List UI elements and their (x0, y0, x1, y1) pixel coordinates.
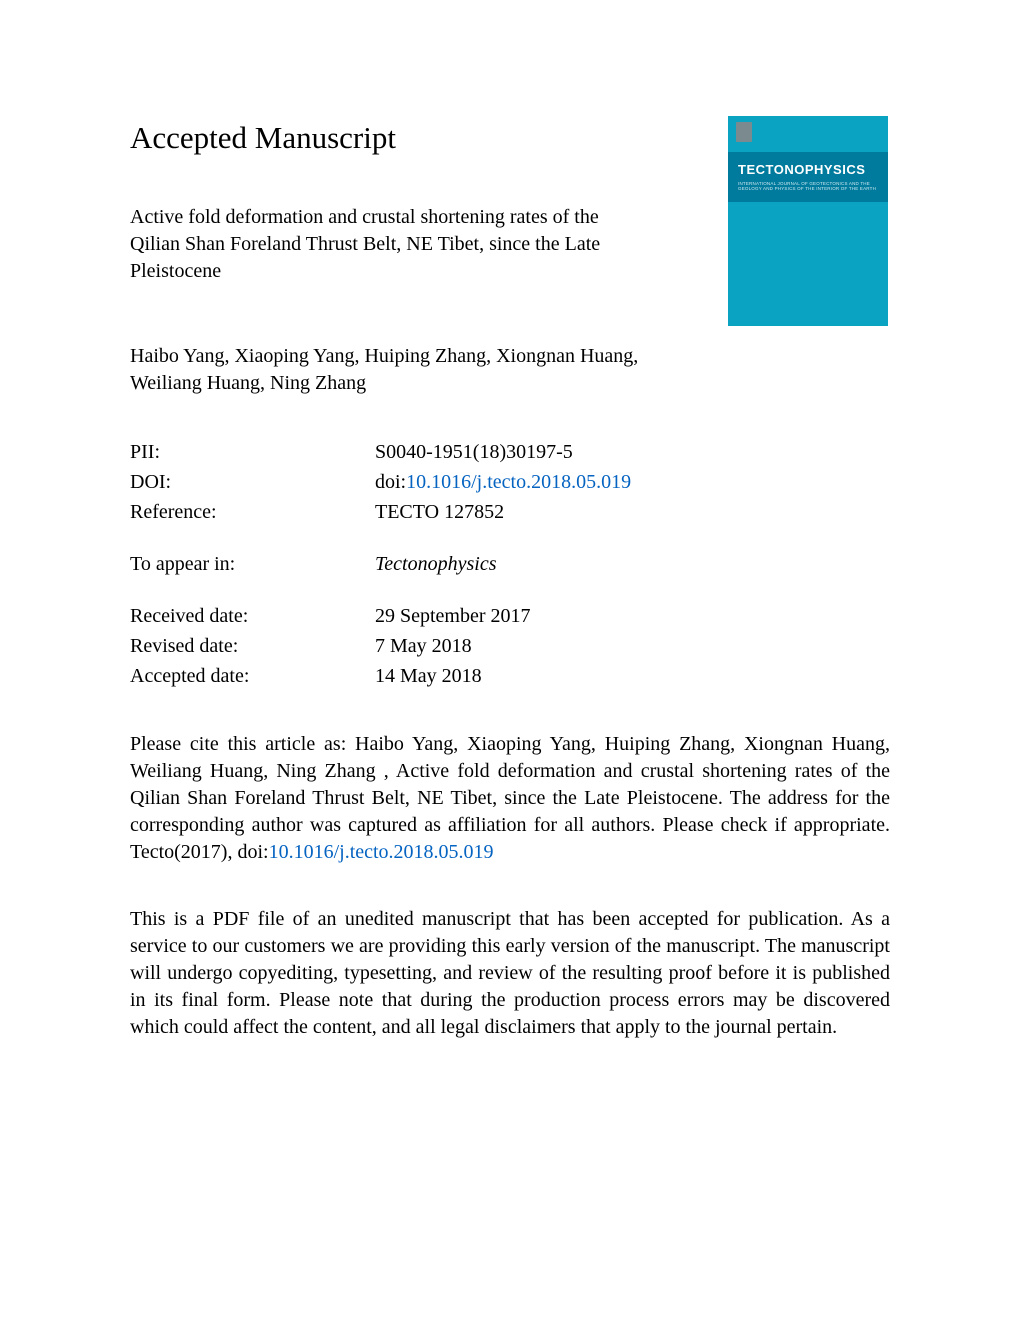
cover-header (728, 116, 888, 152)
meta-value: 14 May 2018 (375, 661, 482, 691)
meta-label: Accepted date: (130, 661, 375, 691)
meta-row-pii: PII: S0040-1951(18)30197-5 (130, 437, 890, 467)
meta-label: DOI: (130, 467, 375, 497)
journal-subtitle: INTERNATIONAL JOURNAL OF GEOTECTONICS AN… (738, 181, 878, 192)
journal-name: TECTONOPHYSICS (738, 162, 878, 177)
meta-value: S0040-1951(18)30197-5 (375, 437, 573, 467)
metadata-table: PII: S0040-1951(18)30197-5 DOI: doi:10.1… (130, 437, 890, 691)
meta-value: Tectonophysics (375, 549, 496, 579)
article-title: Active fold deformation and crustal shor… (130, 204, 650, 285)
meta-value: TECTO 127852 (375, 497, 504, 527)
meta-row-accepted: Accepted date: 14 May 2018 (130, 661, 890, 691)
doi-prefix: doi: (375, 471, 406, 493)
cover-title-band: TECTONOPHYSICS INTERNATIONAL JOURNAL OF … (728, 152, 888, 202)
meta-label: Received date: (130, 601, 375, 631)
doi-link[interactable]: 10.1016/j.tecto.2018.05.019 (406, 471, 631, 493)
publisher-logo-icon (736, 122, 752, 142)
meta-label: Revised date: (130, 631, 375, 661)
meta-row-appear: To appear in: Tectonophysics (130, 549, 890, 579)
article-authors: Haibo Yang, Xiaoping Yang, Huiping Zhang… (130, 343, 650, 397)
meta-row-reference: Reference: TECTO 127852 (130, 497, 890, 527)
meta-value: 7 May 2018 (375, 631, 472, 661)
meta-row-doi: DOI: doi:10.1016/j.tecto.2018.05.019 (130, 467, 890, 497)
disclaimer-text: This is a PDF file of an unedited manusc… (130, 906, 890, 1041)
meta-label: PII: (130, 437, 375, 467)
meta-label: Reference: (130, 497, 375, 527)
meta-row-received: Received date: 29 September 2017 (130, 601, 890, 631)
citation-text: Please cite this article as: Haibo Yang,… (130, 731, 890, 866)
journal-title-italic: Tectonophysics (375, 553, 496, 575)
citation-doi-link[interactable]: 10.1016/j.tecto.2018.05.019 (269, 841, 494, 863)
meta-value: 29 September 2017 (375, 601, 531, 631)
meta-label: To appear in: (130, 549, 375, 579)
citation-body: Please cite this article as: Haibo Yang,… (130, 733, 890, 863)
meta-row-revised: Revised date: 7 May 2018 (130, 631, 890, 661)
journal-cover: TECTONOPHYSICS INTERNATIONAL JOURNAL OF … (728, 116, 888, 326)
meta-value: doi:10.1016/j.tecto.2018.05.019 (375, 467, 631, 497)
